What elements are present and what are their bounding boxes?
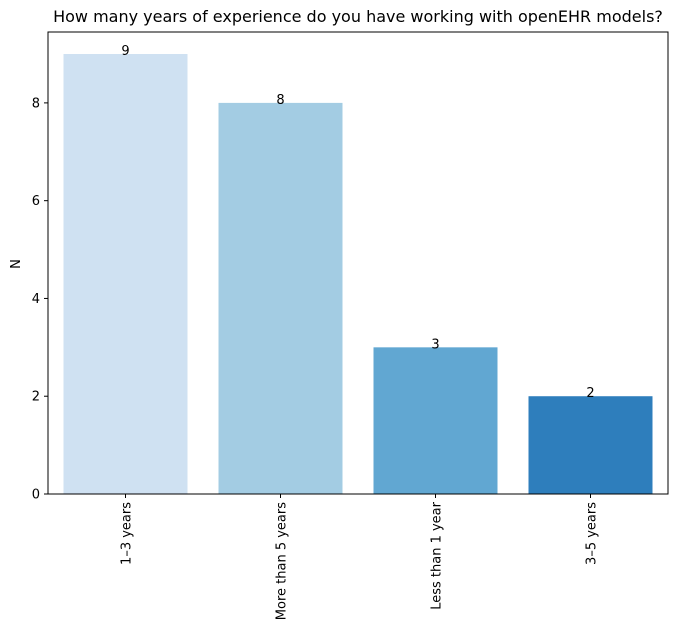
bar-value-label: 8: [276, 93, 284, 108]
bar-value-label: 2: [586, 386, 594, 401]
x-axis: 1–3 years More than 5 years Less than 1 ye…: [120, 494, 600, 620]
y-axis: 0 2 4 6 8: [32, 96, 48, 503]
bar: [528, 396, 653, 494]
x-tick-label: 1–3 years: [120, 502, 135, 565]
y-tick-label: 4: [32, 292, 40, 307]
y-tick-label: 6: [32, 194, 40, 209]
bar: [63, 54, 188, 494]
plot-frame: [47, 31, 669, 495]
x-tick-label: 3–5 years: [585, 502, 600, 565]
bar-value-label: 3: [431, 337, 439, 352]
data-labels-layer: 9 8 3 2: [121, 44, 594, 401]
bar-value-label: 9: [121, 44, 129, 59]
y-tick-label: 2: [32, 390, 40, 405]
y-tick-label: 8: [32, 96, 40, 111]
bar: [218, 102, 343, 494]
y-axis-label: N: [9, 259, 24, 269]
bar: [373, 347, 498, 494]
x-tick-label: Less than 1 year: [430, 501, 445, 609]
chart-title: How many years of experience do you have…: [53, 7, 663, 26]
y-tick-label: 0: [32, 488, 40, 503]
bars-layer: [63, 54, 653, 494]
x-tick-label: More than 5 years: [275, 502, 290, 620]
